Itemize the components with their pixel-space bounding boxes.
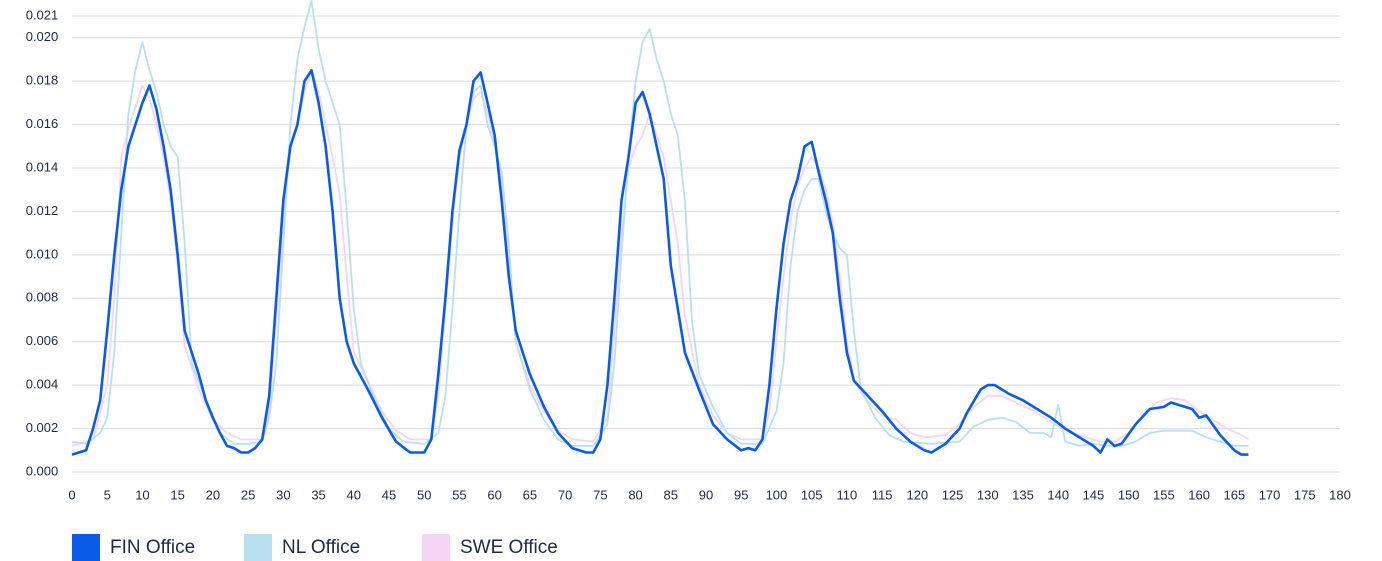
x-tick-label: 70 — [558, 487, 572, 502]
line-series — [71, 69, 1249, 456]
y-tick-label: 0.006 — [26, 333, 59, 348]
x-tick-label: 155 — [1153, 487, 1175, 502]
x-tick-label: 85 — [664, 487, 678, 502]
y-tick-label: 0.018 — [26, 73, 59, 88]
y-tick-label: 0.008 — [26, 290, 59, 305]
y-tick-label: 0.004 — [26, 377, 59, 392]
x-tick-label: 80 — [628, 487, 642, 502]
x-tick-label: 65 — [523, 487, 537, 502]
x-tick-label: 30 — [276, 487, 290, 502]
x-tick-label: 95 — [734, 487, 748, 502]
y-tick-label: 0.016 — [26, 116, 59, 131]
legend-swatch — [72, 534, 100, 561]
x-tick-label: 10 — [135, 487, 149, 502]
x-tick-label: 15 — [170, 487, 184, 502]
legend-label: FIN Office — [110, 537, 195, 558]
x-tick-label: 180 — [1329, 487, 1351, 502]
x-tick-label: 175 — [1294, 487, 1316, 502]
x-tick-label: 135 — [1012, 487, 1034, 502]
x-tick-label: 90 — [699, 487, 713, 502]
y-tick-label: 0.002 — [26, 420, 59, 435]
x-tick-label: 130 — [977, 487, 999, 502]
legend-label: SWE Office — [460, 537, 558, 558]
x-tick-label: 35 — [311, 487, 325, 502]
x-tick-label: 20 — [206, 487, 220, 502]
x-tick-label: 50 — [417, 487, 431, 502]
x-tick-label: 170 — [1259, 487, 1281, 502]
x-tick-label: 100 — [766, 487, 788, 502]
legend-swatch — [244, 534, 272, 561]
legend-label: NL Office — [282, 537, 360, 558]
y-tick-label: 0.020 — [26, 29, 59, 44]
legend: FIN Office NL Office SWE Office — [72, 534, 558, 561]
x-tick-label: 0 — [68, 487, 75, 502]
x-tick-label: 150 — [1118, 487, 1140, 502]
y-tick-label: 0.014 — [26, 159, 59, 174]
x-tick-label: 105 — [801, 487, 823, 502]
x-tick-label: 115 — [872, 487, 893, 502]
line-series — [71, 0, 1249, 447]
y-tick-label: 0.012 — [26, 203, 59, 218]
y-tick-label: 0.021 — [26, 7, 59, 22]
x-tick-label: 125 — [942, 487, 964, 502]
x-tick-label: 165 — [1223, 487, 1245, 502]
legend-swatch — [422, 534, 450, 561]
y-tick-label: 0.000 — [26, 463, 59, 478]
x-tick-label: 60 — [487, 487, 501, 502]
x-tick-label: 5 — [104, 487, 111, 502]
y-tick-label: 0.010 — [26, 246, 59, 261]
x-tick-label: 75 — [593, 487, 607, 502]
x-tick-label: 140 — [1047, 487, 1069, 502]
x-tick-label: 120 — [906, 487, 928, 502]
x-tick-label: 40 — [347, 487, 361, 502]
x-tick-label: 110 — [837, 487, 858, 502]
x-tick-label: 55 — [452, 487, 466, 502]
x-tick-label: 25 — [241, 487, 255, 502]
x-tick-label: 45 — [382, 487, 396, 502]
line-series — [71, 69, 1249, 447]
x-tick-label: 160 — [1188, 487, 1210, 502]
x-tick-label: 145 — [1083, 487, 1105, 502]
